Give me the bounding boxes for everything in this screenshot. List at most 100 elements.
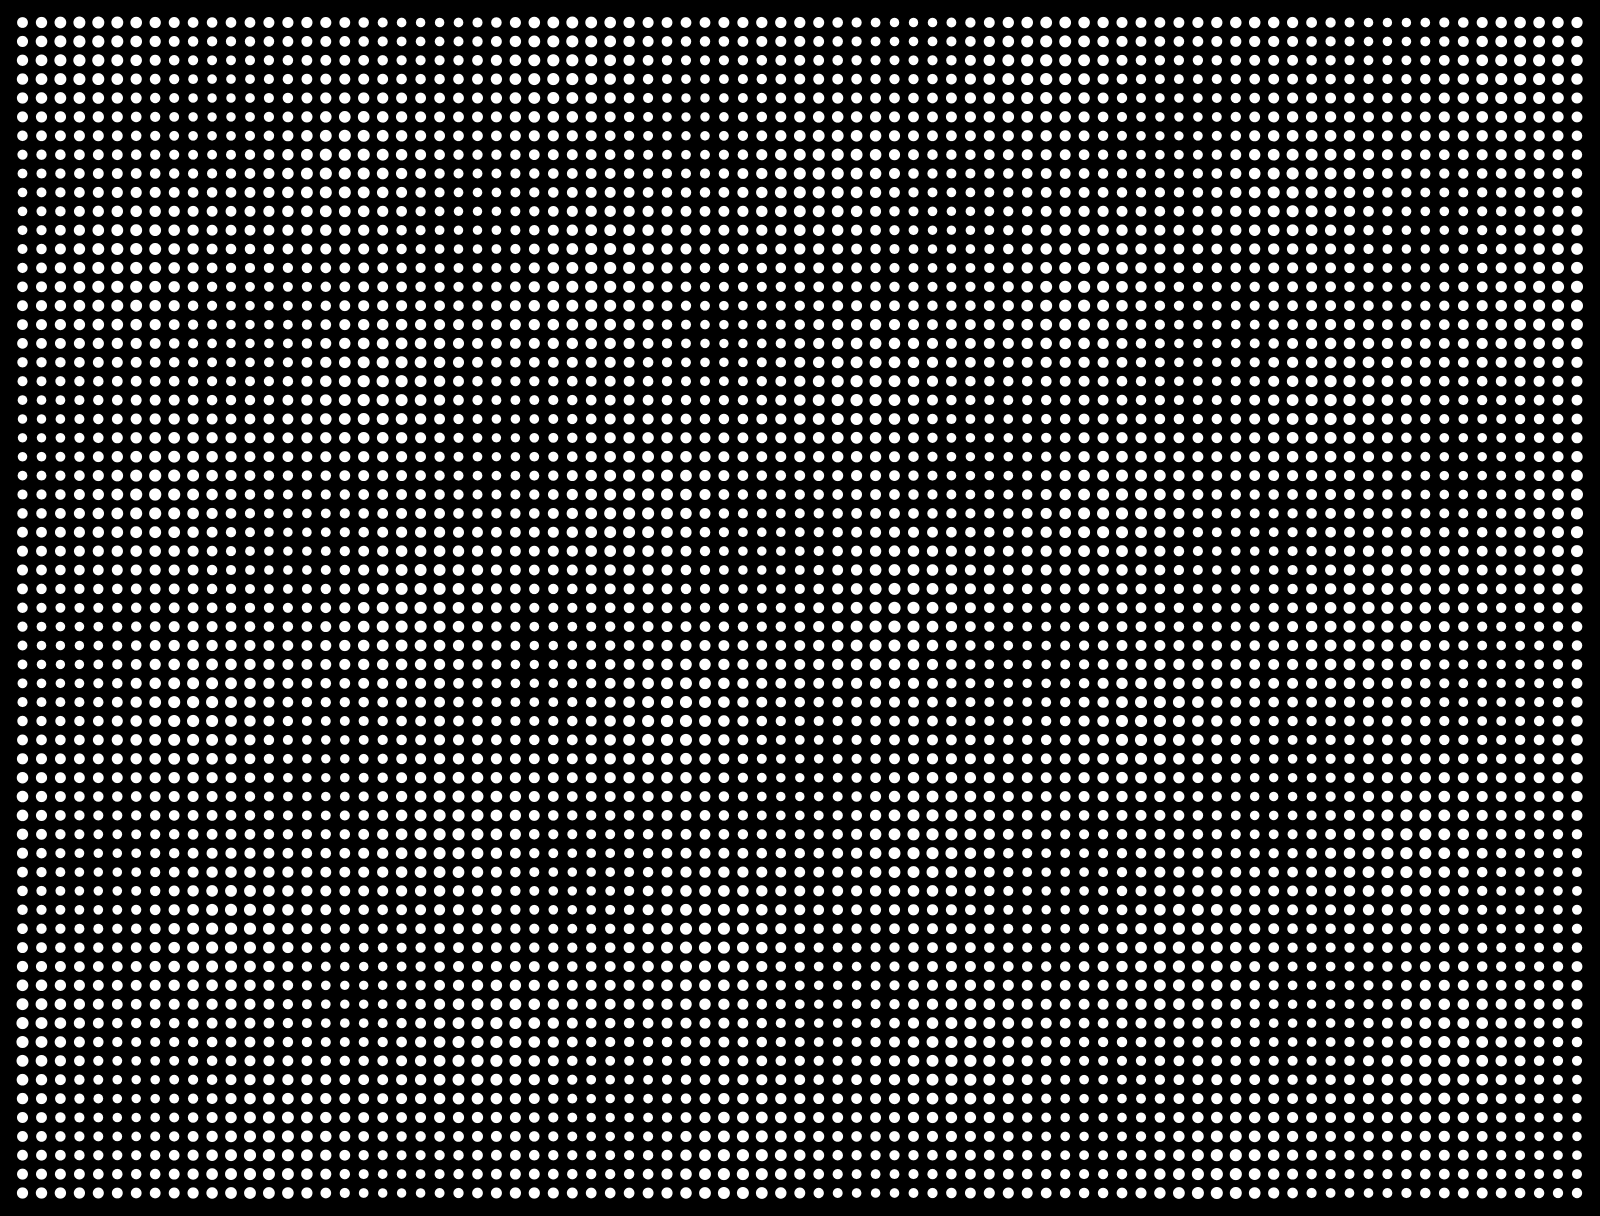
dot <box>1079 1131 1089 1142</box>
dot <box>567 375 578 387</box>
dot <box>719 319 729 330</box>
dot <box>718 772 730 784</box>
dot <box>1571 734 1583 746</box>
dot <box>1419 92 1431 104</box>
dot <box>813 791 824 802</box>
dot <box>92 961 104 972</box>
dot <box>813 54 825 66</box>
dot <box>509 337 521 349</box>
dot <box>74 602 85 613</box>
dot <box>225 960 237 973</box>
dot <box>54 337 66 349</box>
dot <box>851 489 863 500</box>
dot <box>1324 375 1337 388</box>
dot <box>661 1074 673 1085</box>
dot <box>263 677 275 689</box>
dot <box>1420 17 1431 28</box>
dot <box>756 998 768 1010</box>
dot <box>225 1036 237 1048</box>
dot <box>36 508 47 519</box>
dot <box>680 1112 692 1123</box>
dot <box>1249 621 1260 632</box>
dot <box>1040 16 1053 29</box>
dot <box>1153 979 1166 992</box>
dot <box>1079 829 1090 840</box>
dot <box>604 659 616 670</box>
dot <box>548 376 559 387</box>
dot <box>55 168 66 179</box>
dot <box>851 923 862 934</box>
dot <box>528 1017 541 1029</box>
dot <box>1249 413 1261 425</box>
dot <box>471 828 484 841</box>
dot <box>888 432 901 444</box>
dot <box>263 394 275 406</box>
dot <box>1192 36 1204 47</box>
dot <box>510 262 521 274</box>
dot <box>1362 677 1375 690</box>
dot <box>1457 356 1469 368</box>
dot <box>301 640 313 651</box>
dot <box>870 980 881 991</box>
dot <box>1248 167 1261 180</box>
dot <box>984 508 995 519</box>
dot <box>567 640 578 651</box>
dot <box>377 753 388 764</box>
dot <box>1002 1093 1014 1105</box>
dot <box>1155 93 1165 103</box>
dot <box>1268 810 1279 821</box>
dot <box>92 337 104 349</box>
dot <box>775 375 787 387</box>
dot <box>1116 356 1128 368</box>
dot <box>700 338 710 349</box>
dot <box>1022 697 1033 707</box>
dot <box>680 828 692 840</box>
dot <box>301 148 313 161</box>
dot <box>737 130 749 141</box>
dot <box>927 17 938 28</box>
dot <box>1287 546 1298 557</box>
dot <box>1477 885 1488 897</box>
dot <box>1382 187 1393 198</box>
dot <box>226 300 236 311</box>
dot <box>737 224 749 236</box>
dot <box>1457 1073 1470 1086</box>
dot <box>282 621 294 632</box>
dot <box>93 678 104 689</box>
dot <box>434 244 445 254</box>
dot <box>776 546 786 556</box>
dot <box>1325 866 1337 878</box>
dot <box>1059 961 1071 972</box>
dot <box>1476 300 1488 312</box>
dot <box>339 696 350 708</box>
dot <box>358 961 369 972</box>
dot <box>718 413 730 425</box>
dot <box>282 167 294 180</box>
dot <box>1097 299 1110 312</box>
dot <box>793 186 806 199</box>
dot <box>93 904 104 915</box>
dot <box>112 791 123 802</box>
dot <box>1571 92 1583 104</box>
dot <box>756 696 768 708</box>
dot <box>1003 904 1014 915</box>
dot <box>74 697 85 708</box>
dot <box>946 130 957 142</box>
dot <box>168 979 180 991</box>
dot <box>1552 187 1564 198</box>
dot <box>168 262 180 274</box>
dot <box>1173 507 1185 519</box>
dot <box>1571 356 1583 368</box>
dot <box>851 262 862 274</box>
dot <box>1514 526 1526 538</box>
dot <box>605 923 616 934</box>
dot <box>1496 678 1506 688</box>
dot <box>794 92 806 104</box>
dot <box>1514 1074 1526 1085</box>
dot <box>1458 17 1469 28</box>
dot <box>168 829 180 840</box>
dot <box>604 998 616 1010</box>
dot <box>794 904 806 916</box>
dot <box>604 583 616 595</box>
dot <box>74 376 85 387</box>
